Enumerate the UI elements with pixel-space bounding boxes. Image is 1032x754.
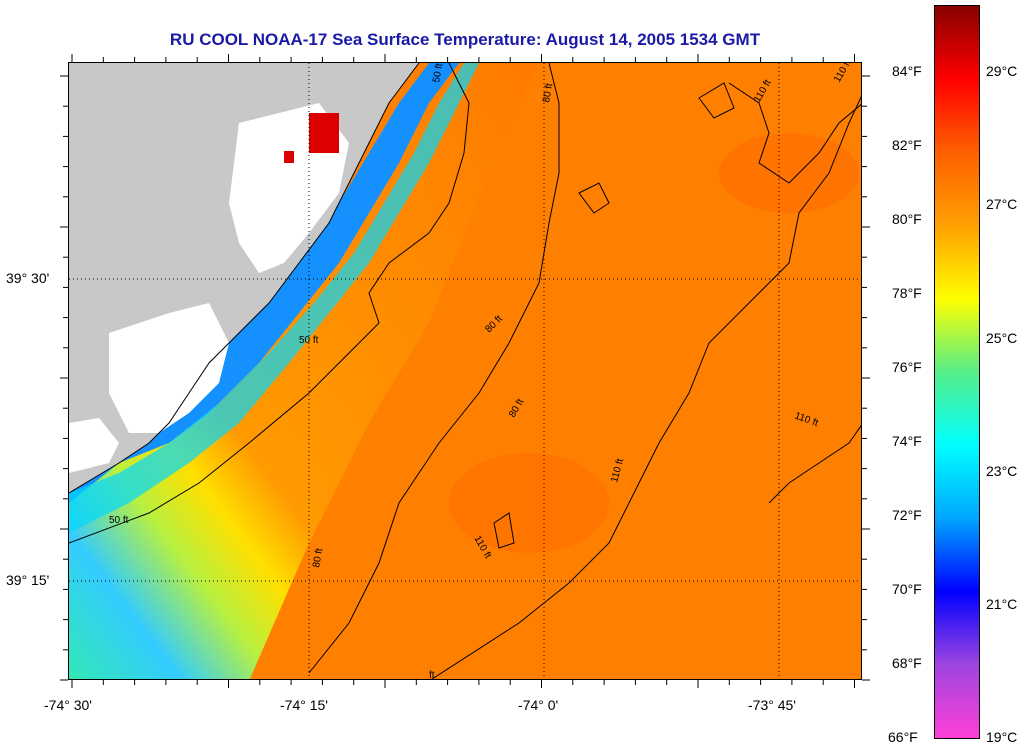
- longitude-label: -74° 15': [280, 697, 328, 713]
- contour-label: 50 ft: [299, 335, 319, 346]
- contour-label: 50 ft: [431, 63, 445, 84]
- celsius-label: 29°C: [986, 63, 1018, 79]
- contour-ring: [698, 82, 735, 119]
- cloud-mask: [109, 303, 229, 433]
- celsius-label: 27°C: [986, 196, 1018, 212]
- cloud-mask: [69, 418, 119, 473]
- coastline: [69, 63, 420, 494]
- contour-50ft: [69, 63, 470, 544]
- contour-110ft: [431, 96, 861, 679]
- warm-patch: [719, 133, 859, 213]
- warm-patch: [449, 453, 609, 553]
- celsius-label: 23°C: [986, 463, 1018, 479]
- fahrenheit-label: 78°F: [892, 285, 922, 301]
- latitude-label: 39° 15': [6, 572, 50, 588]
- contour-label: ft: [429, 670, 435, 680]
- latitude-label: 39° 30': [6, 270, 50, 286]
- contour-label: 50 ft: [109, 515, 129, 526]
- hot-pixels: [284, 151, 294, 163]
- contour-ring: [493, 512, 515, 549]
- fahrenheit-label: 66°F: [888, 729, 918, 745]
- contour-110ft: [728, 82, 861, 184]
- map-title: RU COOL NOAA-17 Sea Surface Temperature:…: [169, 30, 761, 49]
- fahrenheit-label: 72°F: [892, 507, 922, 523]
- cool-band: [69, 63, 479, 533]
- longitude-label: -74° 0': [518, 697, 559, 713]
- fahrenheit-label: 74°F: [892, 433, 922, 449]
- cold-coastal-band: [69, 63, 459, 503]
- contour-ring: [578, 182, 610, 214]
- color-scale-gradient: [935, 6, 979, 738]
- celsius-label: 25°C: [986, 330, 1018, 346]
- fahrenheit-label: 70°F: [892, 581, 922, 597]
- celsius-label: 19°C: [986, 729, 1018, 745]
- hot-pixels: [309, 113, 339, 153]
- fahrenheit-label: 84°F: [892, 63, 922, 79]
- fahrenheit-label: 68°F: [892, 655, 922, 671]
- ocean-gradient-band: [69, 63, 539, 679]
- longitude-label: -73° 45': [748, 697, 796, 713]
- color-scale-bar: [934, 5, 980, 739]
- fahrenheit-label: 80°F: [892, 211, 922, 227]
- longitude-label: -74° 30': [44, 697, 92, 713]
- contour-label: 80 ft: [541, 82, 555, 103]
- celsius-label: 21°C: [986, 596, 1018, 612]
- fahrenheit-label: 82°F: [892, 137, 922, 153]
- sst-map: 50 ft 50 ft 50 ft 80 ft 80 ft 80 ft 80 ft 110 f…: [68, 62, 862, 680]
- fahrenheit-label: 76°F: [892, 359, 922, 375]
- contour-110ft: [768, 424, 861, 504]
- contour-80ft: [308, 63, 560, 674]
- contour-label: 80 ft: [311, 547, 325, 568]
